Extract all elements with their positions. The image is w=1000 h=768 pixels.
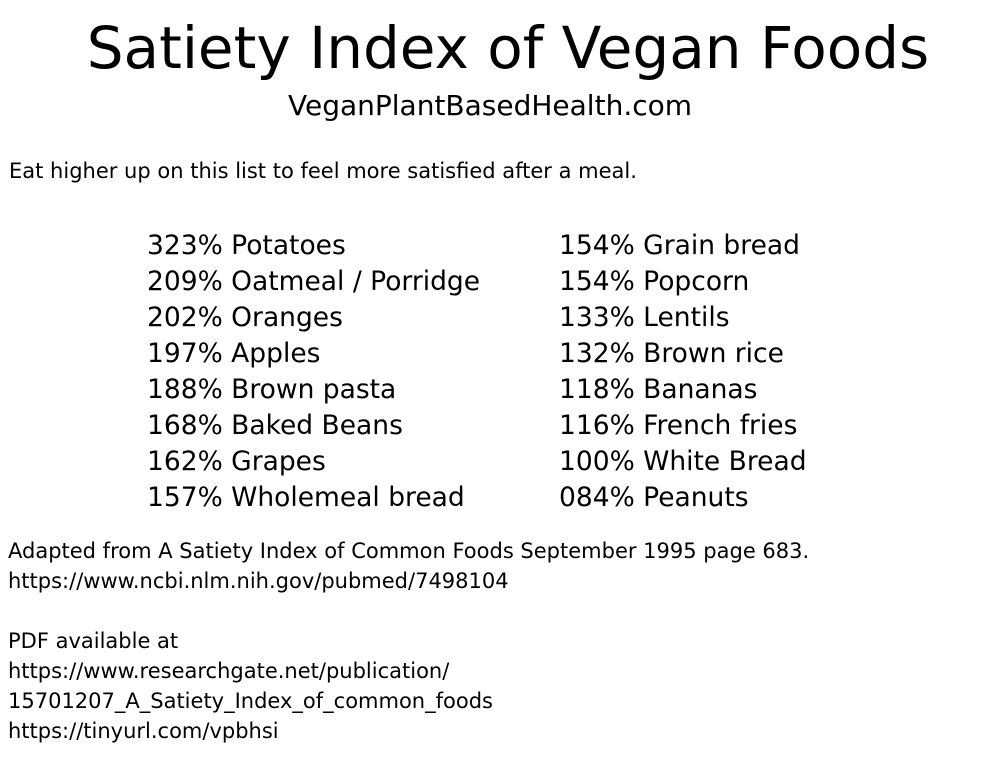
food-item: 197% Apples: [147, 338, 321, 369]
food-item: 202% Oranges: [147, 302, 343, 333]
site-name: VeganPlantBasedHealth.com: [287, 89, 693, 122]
food-item: 116% French fries: [559, 410, 798, 441]
food-item: 133% Lentils: [559, 302, 730, 333]
food-item: 100% White Bread: [559, 446, 807, 477]
food-item: 209% Oatmeal / Porridge: [147, 266, 481, 297]
food-item: 118% Bananas: [559, 374, 758, 405]
researchgate-link-line1[interactable]: https://www.researchgate.net/publication…: [8, 659, 450, 683]
food-item: 154% Popcorn: [559, 266, 750, 297]
food-list-left: 323% Potatoes 209% Oatmeal / Porridge 20…: [147, 228, 480, 516]
pubmed-link[interactable]: https://www.ncbi.nlm.nih.gov/pubmed/7498…: [8, 569, 509, 593]
food-item: 188% Brown pasta: [147, 374, 397, 405]
food-item: 323% Potatoes: [147, 230, 346, 261]
food-item: 157% Wholemeal bread: [147, 482, 465, 513]
food-item: 154% Grain bread: [559, 230, 800, 261]
food-item: 084% Peanuts: [559, 482, 749, 513]
researchgate-link-line2[interactable]: 15701207_A_Satiety_Index_of_common_foods: [8, 689, 493, 713]
page-title: Satiety Index of Vegan Foods: [86, 14, 930, 82]
short-link[interactable]: https://tinyurl.com/vpbhsi: [8, 719, 279, 743]
spacer: [8, 596, 809, 626]
food-item: 132% Brown rice: [559, 338, 784, 369]
food-list-right: 154% Grain bread 154% Popcorn 133% Lenti…: [559, 228, 807, 516]
food-item: 168% Baked Beans: [147, 410, 403, 441]
citation-text: Adapted from A Satiety Index of Common F…: [8, 539, 810, 563]
food-item: 162% Grapes: [147, 446, 326, 477]
source-notes: Adapted from A Satiety Index of Common F…: [8, 536, 809, 746]
intro-text: Eat higher up on this list to feel more …: [9, 159, 637, 183]
pdf-label: PDF available at: [8, 629, 179, 653]
